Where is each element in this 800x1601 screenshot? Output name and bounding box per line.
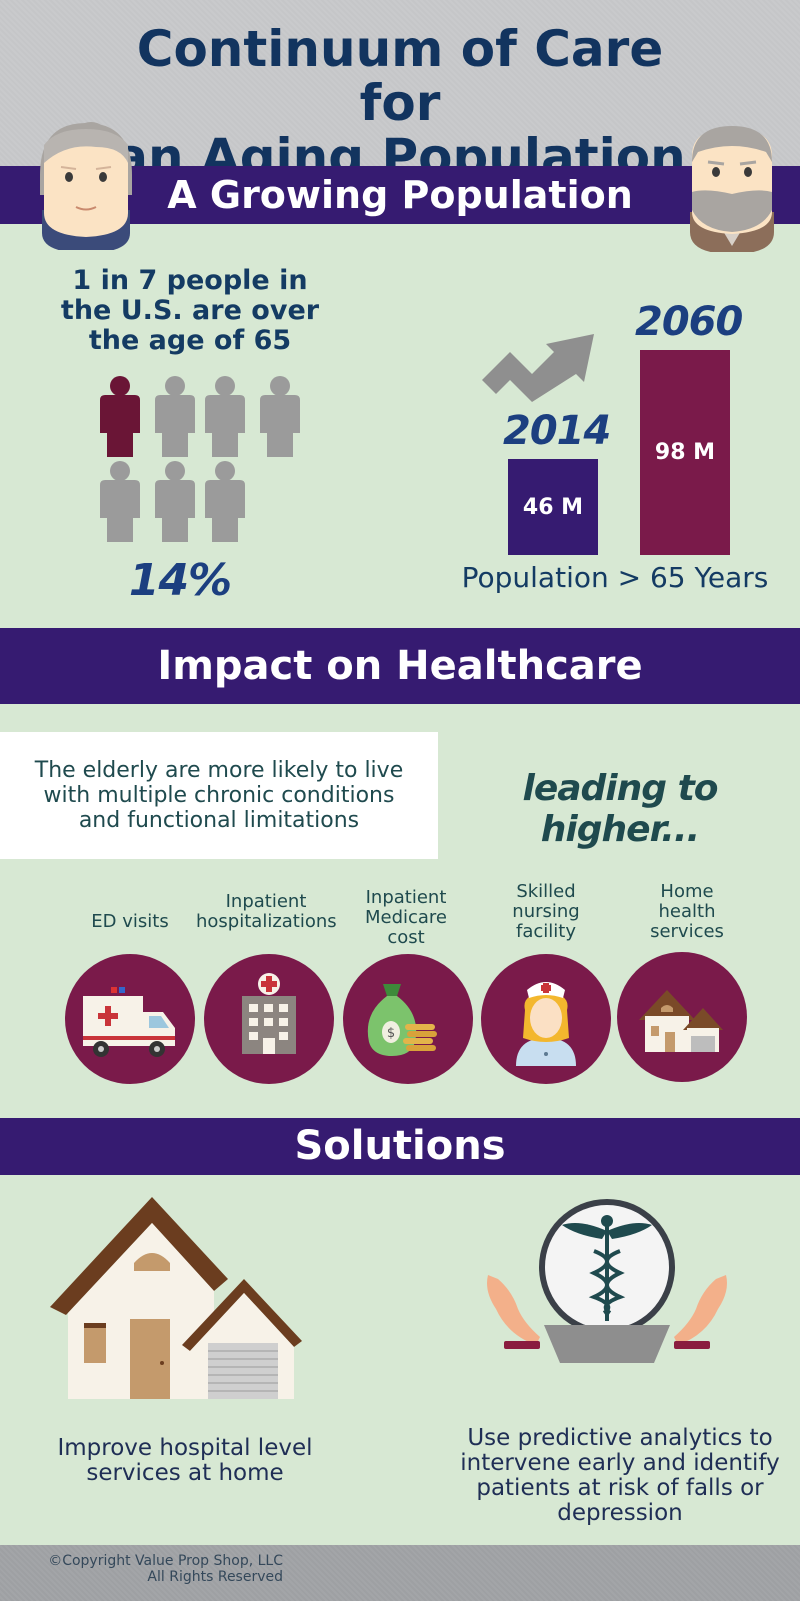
solution-analytics-line-2: intervene early and identify	[460, 1450, 780, 1476]
label-line: cost	[387, 927, 425, 948]
solution-home-text: Improve hospital level services at home	[40, 1436, 330, 1486]
chart-axis-label: Population > 65 Years	[461, 561, 769, 594]
label-line: nursing	[512, 901, 580, 922]
impact-description: The elderly are more likely to live with…	[0, 732, 438, 859]
population-bar-chart: 2014 46 M 2060 98 M	[500, 280, 760, 560]
bar-2060: 98 M	[640, 350, 730, 555]
category-label-home-health: Home health services	[617, 882, 757, 942]
solution-home-line-2: services at home	[86, 1460, 284, 1486]
page-title: Continuum of Care for an Aging Populatio…	[100, 22, 700, 184]
solutions-heading: Solutions	[0, 1118, 800, 1175]
label-line: Home	[660, 881, 714, 902]
ambulance-icon	[83, 987, 175, 1057]
person-icon	[155, 376, 195, 457]
people-pictogram	[100, 376, 300, 542]
growing-population-heading: A Growing Population	[0, 166, 800, 224]
money-circle: $	[343, 954, 473, 1084]
label-line: hospitalizations	[196, 911, 337, 932]
title-line-1: Continuum of Care for	[136, 20, 664, 132]
ambulance-circle	[65, 954, 195, 1084]
label-line: Medicare	[364, 907, 448, 928]
person-icon	[100, 461, 140, 542]
description-line-2: with multiple chronic conditions	[43, 783, 395, 808]
home-health-circle	[617, 952, 747, 1082]
trend-arrow-icon	[482, 334, 594, 402]
stat-line-2: the U.S. are over	[60, 295, 320, 326]
grandmother-icon	[40, 122, 132, 250]
bar-value-label: 98 M	[654, 440, 716, 465]
category-label-hospitalizations: Inpatient hospitalizations	[196, 891, 337, 932]
hospital-circle	[204, 954, 334, 1084]
stat-line-1: 1 in 7 people in	[72, 265, 308, 296]
label-line: facility	[516, 921, 576, 942]
person-icon	[155, 461, 195, 542]
home-services-house-icon	[50, 1197, 302, 1399]
label-line: Skilled	[516, 881, 576, 902]
solution-analytics-text: Use predictive analytics to intervene ea…	[460, 1426, 780, 1526]
nurse-icon	[516, 982, 576, 1066]
label-line: ED visits	[91, 911, 169, 932]
bar-year-2014: 2014	[503, 408, 611, 454]
solution-analytics-line-4: depression	[557, 1500, 683, 1526]
description-line-3: and functional limitations	[78, 808, 360, 833]
predictive-analytics-crystal-ball-icon	[487, 1199, 727, 1363]
solution-analytics-line-3: patients at risk of falls or	[476, 1475, 764, 1501]
nurse-circle	[481, 954, 611, 1084]
category-label-ed-visits: ED visits	[60, 912, 200, 932]
impact-heading: Impact on Healthcare	[0, 628, 800, 704]
category-label-medicare-cost: Inpatient Medicare cost	[336, 888, 476, 948]
stat-line-3: the age of 65	[88, 325, 292, 356]
header-background	[0, 0, 800, 166]
label-line: services	[650, 921, 724, 942]
person-icon	[205, 461, 245, 542]
leading-to-higher: leading to higher...	[522, 768, 718, 850]
bar-year-2060: 2060	[635, 299, 743, 345]
rights-text: All Rights Reserved	[147, 1569, 283, 1585]
copyright-text: ©Copyright Value Prop Shop, LLC	[48, 1553, 283, 1569]
description-line-1: The elderly are more likely to live	[34, 758, 404, 783]
label-line: Inpatient	[365, 887, 447, 908]
person-icon-highlighted	[100, 376, 140, 457]
footer-copyright: ©Copyright Value Prop Shop, LLC All Righ…	[0, 1553, 283, 1585]
label-line: health	[658, 901, 716, 922]
bar-value-label: 46 M	[522, 494, 584, 520]
solution-analytics-line-1: Use predictive analytics to	[467, 1425, 773, 1451]
person-icon	[205, 376, 245, 457]
bar-2014: 46 M	[508, 459, 598, 555]
footer-background	[0, 1545, 800, 1601]
house-icon	[639, 990, 723, 1052]
grandfather-icon	[690, 126, 774, 252]
money-bag-icon: $	[367, 984, 437, 1056]
label-line: Inpatient	[225, 891, 307, 912]
solution-home-line-1: Improve hospital level	[57, 1435, 313, 1461]
elderly-statistic: 1 in 7 people in the U.S. are over the a…	[60, 266, 320, 356]
category-label-skilled-nursing: Skilled nursing facility	[476, 882, 616, 942]
hospital-icon	[242, 973, 296, 1054]
svg-text:$: $	[387, 1026, 395, 1041]
percent-label: 14%	[128, 555, 232, 606]
person-icon	[260, 376, 300, 457]
